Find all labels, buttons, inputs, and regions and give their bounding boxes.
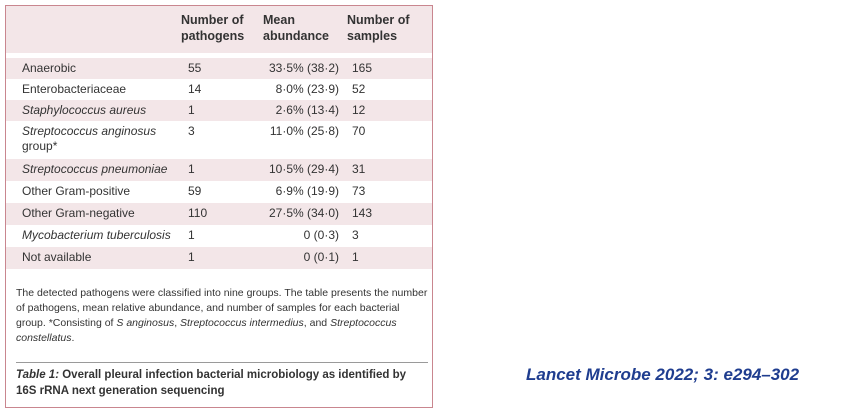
- row-pathogens: 14: [188, 82, 202, 96]
- row-abundance: 27·5% (34·0): [268, 206, 339, 220]
- caption-divider: [16, 362, 428, 363]
- row-pathogens: 110: [188, 206, 208, 220]
- table-row: Other Gram-negative 110 27·5% (34·0) 143: [6, 203, 432, 225]
- row-samples: 31: [352, 162, 366, 176]
- row-name: Streptococcus anginosus group*: [22, 124, 157, 153]
- table-row: Not available 1 0 (0·1) 1: [6, 247, 432, 269]
- row-samples: 1: [352, 250, 359, 264]
- row-name: Other Gram-positive: [22, 184, 131, 198]
- row-pathogens: 1: [188, 162, 195, 176]
- table-footnote: The detected pathogens were classified i…: [16, 287, 428, 344]
- row-pathogens: 1: [188, 228, 195, 242]
- row-samples: 73: [352, 184, 366, 198]
- header-number-of-samples: Number of samples: [347, 13, 410, 43]
- row-name: Anaerobic: [22, 61, 77, 75]
- row-pathogens: 1: [188, 103, 195, 117]
- table-body: Anaerobic 55 33·5% (38·2) 165 Enterobact…: [6, 58, 432, 269]
- row-samples: 52: [352, 82, 366, 96]
- table-panel: Number of pathogens Mean abundance Numbe…: [5, 5, 433, 408]
- row-abundance: 0 (0·1): [303, 250, 339, 264]
- row-abundance: 33·5% (38·2): [268, 61, 339, 75]
- row-samples: 3: [352, 228, 359, 242]
- row-name: Not available: [22, 250, 92, 264]
- row-name: Staphylococcus aureus: [22, 103, 147, 117]
- table-row: Anaerobic 55 33·5% (38·2) 165: [6, 58, 432, 79]
- row-name: Mycobacterium tuberculosis: [22, 228, 171, 242]
- row-pathogens: 1: [188, 250, 195, 264]
- row-name: Streptococcus pneumoniae: [22, 162, 168, 176]
- table-row: Staphylococcus aureus 1 2·6% (13·4) 12: [6, 100, 432, 121]
- table-row: Mycobacterium tuberculosis 1 0 (0·3) 3: [6, 225, 432, 247]
- row-abundance: 6·9% (19·9): [275, 184, 339, 198]
- row-samples: 143: [352, 206, 373, 220]
- row-pathogens: 59: [188, 184, 202, 198]
- table-header: Number of pathogens Mean abundance Numbe…: [6, 6, 432, 53]
- row-samples: 12: [352, 103, 366, 117]
- row-name: Other Gram-negative: [22, 206, 135, 220]
- row-abundance: 11·0% (25·8): [269, 124, 339, 138]
- row-samples: 70: [352, 124, 366, 138]
- table-caption: Table 1: Overall pleural infection bacte…: [16, 369, 407, 397]
- row-abundance: 0 (0·3): [303, 228, 339, 242]
- header-mean-abundance: Mean abundance: [263, 13, 329, 43]
- table-row: Streptococcus pneumoniae 1 10·5% (29·4) …: [6, 159, 432, 181]
- row-abundance: 2·6% (13·4): [275, 103, 339, 117]
- table-row: Other Gram-positive 59 6·9% (19·9) 73: [6, 181, 432, 203]
- citation: Lancet Microbe 2022; 3: e294–302: [526, 365, 800, 384]
- header-number-of-pathogens: Number of pathogens: [181, 13, 245, 43]
- row-pathogens: 55: [188, 61, 202, 75]
- table-row: Streptococcus anginosus group* 3 11·0% (…: [6, 121, 432, 159]
- table-row: Enterobacteriaceae 14 8·0% (23·9) 52: [6, 79, 432, 100]
- row-samples: 165: [352, 61, 373, 75]
- row-name: Enterobacteriaceae: [22, 82, 127, 96]
- row-abundance: 8·0% (23·9): [275, 82, 339, 96]
- row-abundance: 10·5% (29·4): [268, 162, 339, 176]
- row-pathogens: 3: [188, 124, 195, 138]
